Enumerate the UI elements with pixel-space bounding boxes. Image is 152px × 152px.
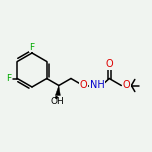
Text: O: O (79, 81, 87, 90)
Text: NH: NH (90, 81, 104, 90)
Text: F: F (29, 43, 35, 52)
Text: O: O (122, 81, 130, 90)
Text: O: O (105, 59, 113, 69)
Text: F: F (6, 74, 11, 83)
Text: OH: OH (51, 97, 65, 106)
Polygon shape (55, 85, 60, 95)
